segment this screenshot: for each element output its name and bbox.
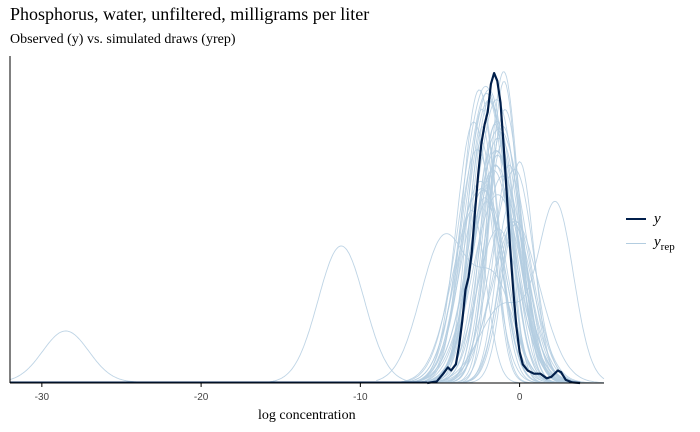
legend-label-yrep: yrep [654, 233, 675, 253]
chart-subtitle: Observed (y) vs. simulated draws (yrep) [10, 32, 236, 47]
x-tick-label: -20 [194, 392, 209, 403]
yrep-line-28 [376, 89, 604, 384]
x-tick-label: 0 [517, 392, 523, 403]
x-tick-label: -30 [35, 392, 50, 403]
yrep-density-lines [9, 71, 605, 384]
chart-title: Phosphorus, water, unfiltered, milligram… [10, 4, 370, 24]
x-axis-label: log concentration [258, 408, 356, 423]
yrep-line-0 [9, 330, 138, 383]
x-tick-label: -10 [353, 392, 368, 403]
yrep-line-6 [376, 81, 604, 384]
yrep-line-1 [264, 245, 425, 384]
yrep-line-47 [376, 218, 604, 384]
legend-swatch-y [626, 218, 646, 220]
legend-label-y: y [654, 210, 661, 227]
yrep-line-36 [376, 224, 604, 384]
yrep-line-48 [376, 220, 605, 384]
x-ticks: -30 -20 -10 0 [35, 383, 523, 403]
yrep-line-32 [376, 149, 604, 384]
yrep-line-41 [376, 189, 604, 384]
yrep-line-49 [376, 188, 604, 384]
legend-swatch-yrep [626, 242, 646, 244]
yrep-line-26 [376, 89, 604, 384]
yrep-line-14 [376, 221, 604, 384]
yrep-line-46 [376, 85, 604, 384]
legend: y yrep [626, 207, 675, 255]
observed-density-path [427, 72, 581, 385]
yrep-line-39 [376, 222, 604, 384]
legend-item-yrep: yrep [626, 231, 675, 255]
legend-item-y: y [626, 207, 675, 231]
